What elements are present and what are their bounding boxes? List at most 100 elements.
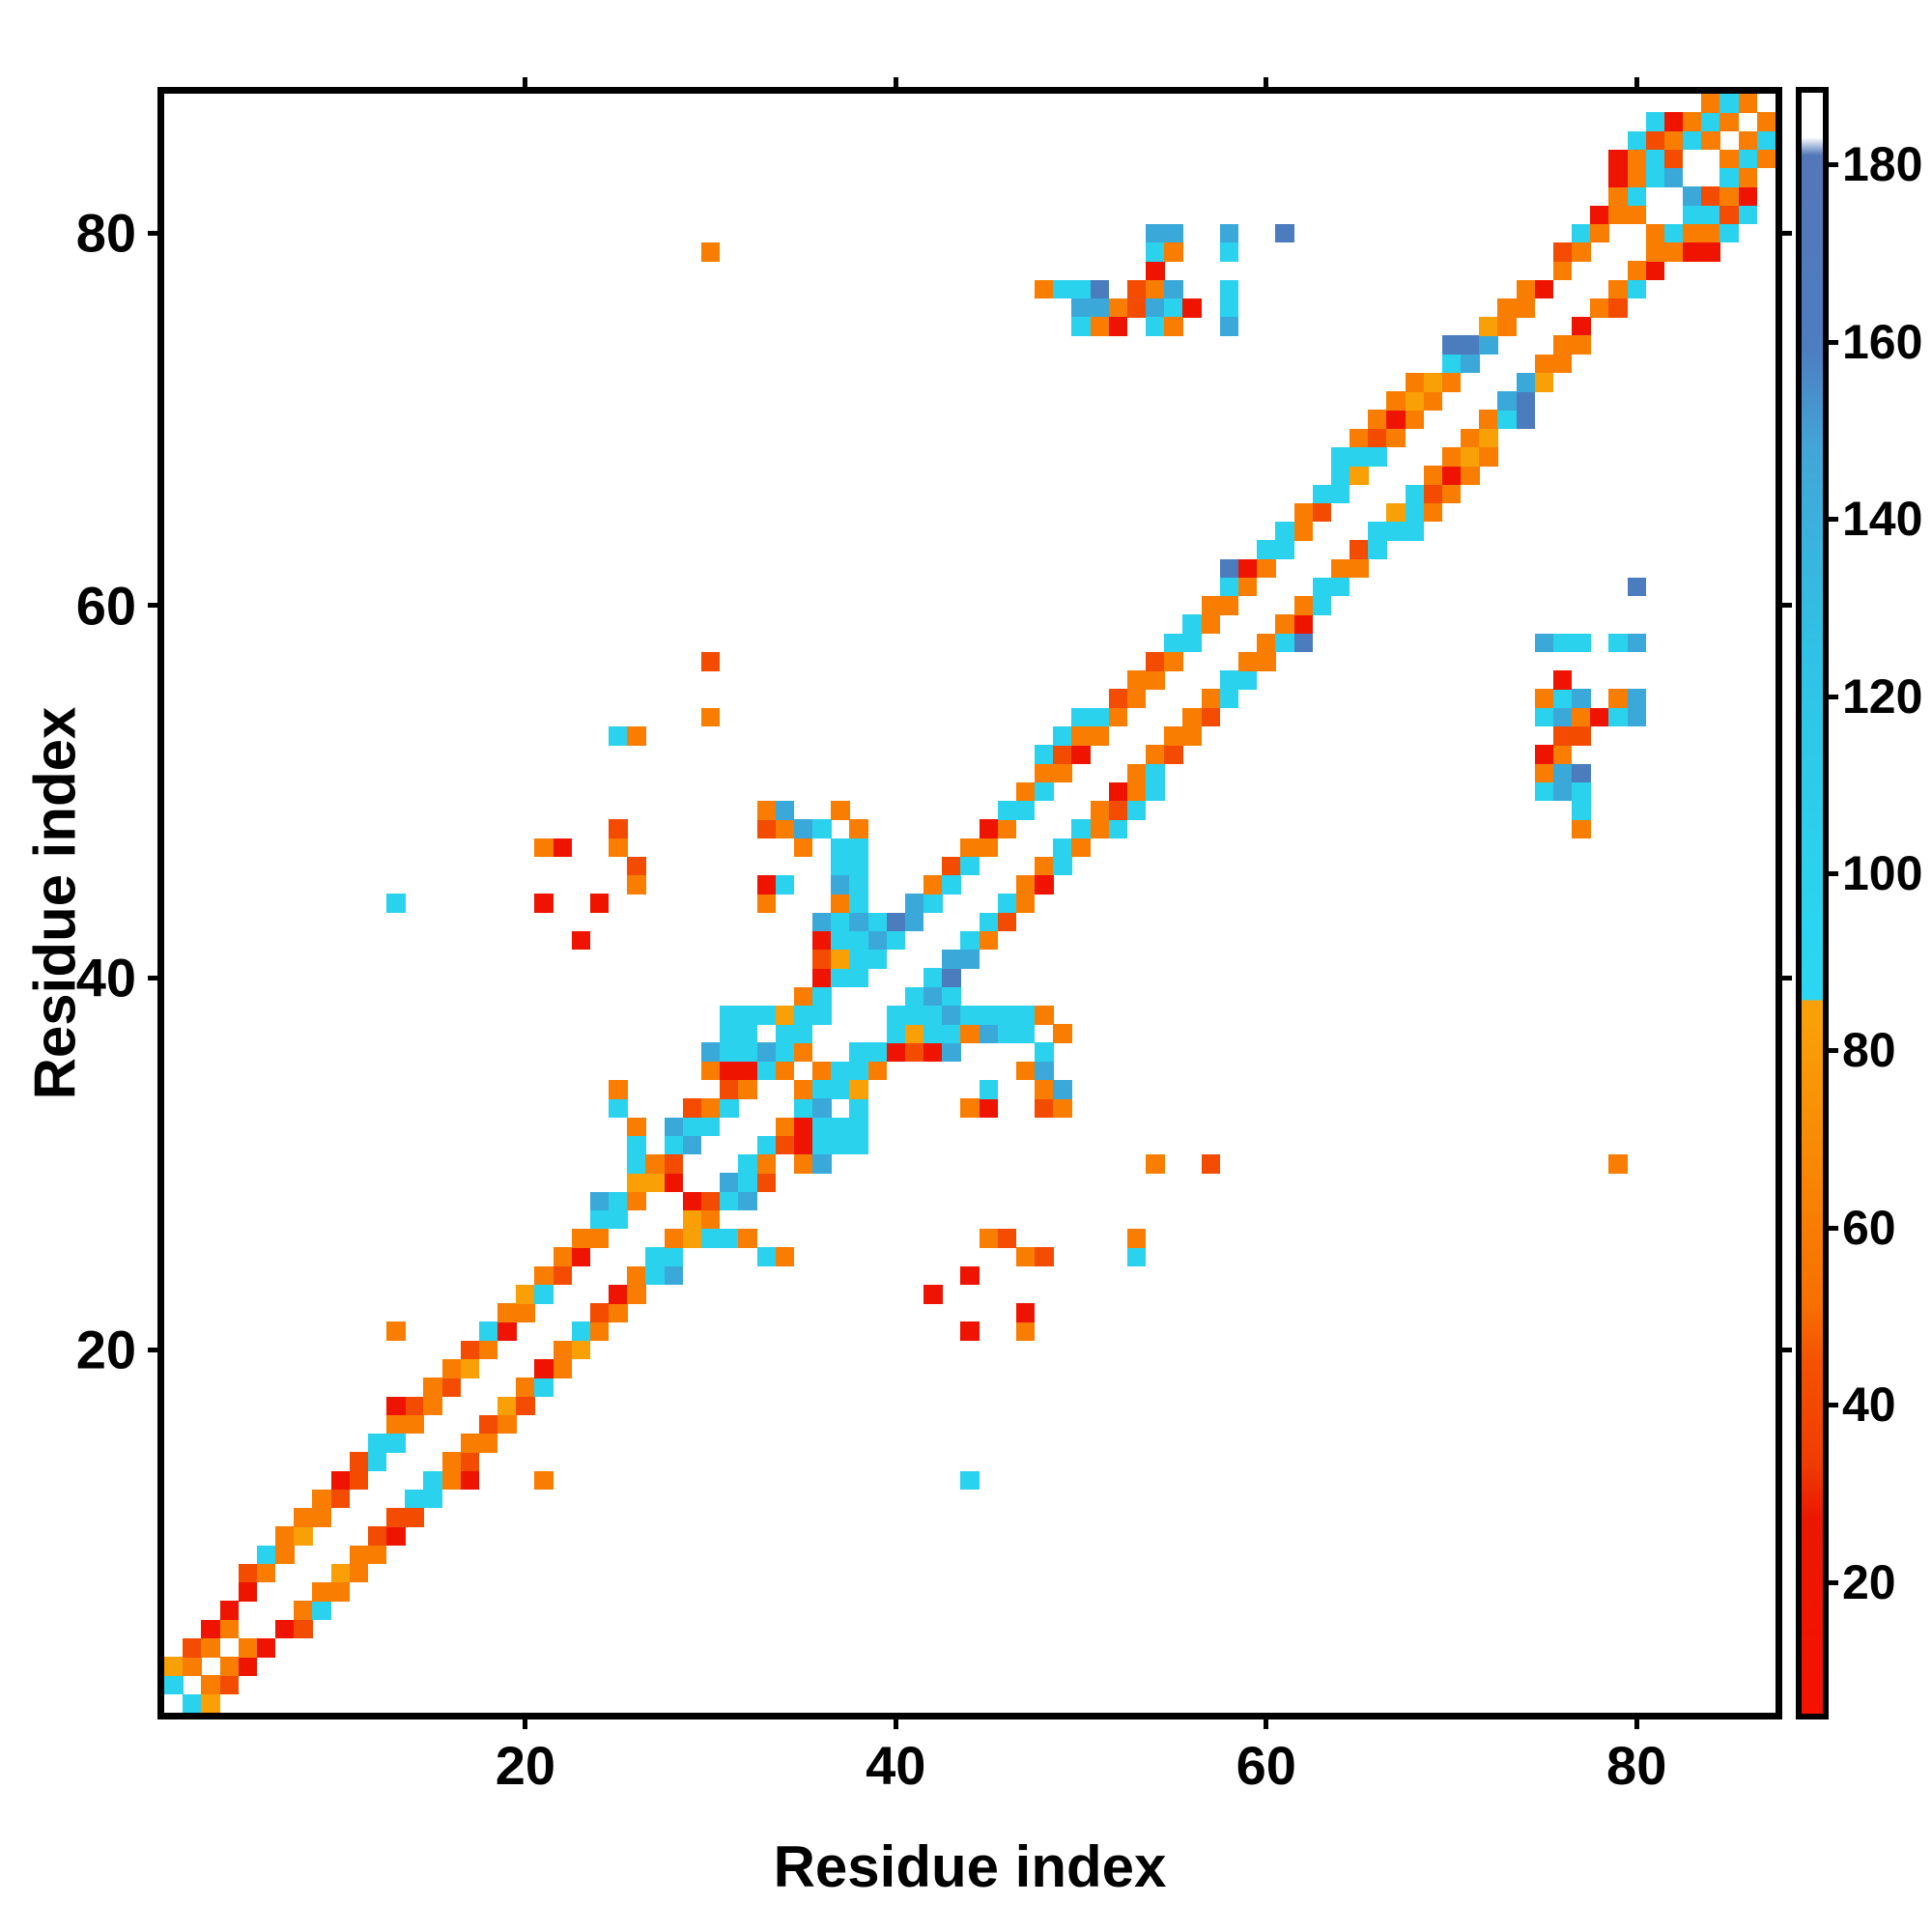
heatmap-cell — [423, 1489, 442, 1509]
heatmap-cell — [201, 1675, 220, 1695]
heatmap-cell — [312, 1601, 331, 1620]
heatmap-cell — [349, 1470, 369, 1491]
heatmap-cell — [664, 1154, 684, 1174]
colorbar-tick — [1825, 1579, 1838, 1585]
heatmap-cell — [700, 1209, 721, 1230]
heatmap-cell — [904, 1042, 924, 1063]
heatmap-cell — [720, 1191, 739, 1211]
heatmap-cell — [405, 1489, 424, 1509]
colorbar-tick — [1825, 162, 1838, 168]
heatmap-cell — [1146, 670, 1165, 690]
heatmap-cell — [386, 1321, 406, 1342]
heatmap-cell — [1572, 781, 1591, 802]
heatmap-cell — [793, 1135, 813, 1155]
heatmap-cell — [1108, 317, 1128, 336]
heatmap-cell — [219, 1675, 240, 1695]
heatmap-cell — [1293, 502, 1314, 523]
heatmap-cell — [1015, 1247, 1036, 1266]
heatmap-cell — [849, 894, 868, 913]
heatmap-cell — [775, 819, 795, 838]
heatmap-cell — [164, 1657, 184, 1676]
heatmap-cell — [256, 1563, 276, 1583]
heatmap-cell — [1756, 149, 1776, 169]
heatmap-cell — [1461, 466, 1480, 485]
heatmap-cell — [386, 894, 406, 913]
heatmap-cell — [738, 1061, 757, 1081]
heatmap-cell — [645, 1265, 665, 1286]
heatmap-cell — [1237, 651, 1258, 671]
heatmap-cell — [1516, 298, 1536, 318]
heatmap-cell — [775, 1135, 795, 1155]
heatmap-cell — [1108, 707, 1128, 727]
heatmap-cell — [1756, 130, 1776, 151]
heatmap-cell — [627, 725, 646, 746]
heatmap-cell — [1164, 651, 1183, 671]
heatmap-cell — [386, 1434, 406, 1453]
heatmap-cell — [589, 894, 610, 913]
heatmap-cell — [1219, 689, 1239, 709]
heatmap-cell — [1608, 707, 1628, 727]
heatmap-cell — [942, 1005, 961, 1025]
heatmap-cell — [1146, 763, 1165, 783]
heatmap-cell — [756, 801, 777, 820]
heatmap-cell — [1015, 1303, 1036, 1322]
heatmap-cell — [1275, 522, 1294, 541]
heatmap-cell — [1201, 1154, 1221, 1174]
heatmap-cell — [738, 1154, 757, 1174]
heatmap-cell — [793, 1117, 813, 1137]
heatmap-cell — [812, 1061, 832, 1081]
heatmap-cell — [1071, 279, 1091, 299]
heatmap-cell — [831, 838, 850, 858]
heatmap-cell — [812, 950, 832, 969]
heatmap-cell — [1608, 689, 1628, 709]
heatmap-cell — [1015, 1024, 1036, 1043]
heatmap-cell — [1090, 707, 1110, 727]
heatmap-cell — [904, 894, 924, 913]
heatmap-cell — [1552, 781, 1573, 802]
heatmap-cell — [812, 1154, 832, 1174]
heatmap-cell — [720, 1173, 739, 1192]
heatmap-cell — [1257, 540, 1276, 559]
heatmap-cell — [1312, 484, 1332, 504]
heatmap-cell — [812, 912, 832, 932]
heatmap-cell — [219, 1657, 240, 1676]
heatmap-cell — [756, 819, 777, 838]
heatmap-cell — [1071, 725, 1091, 746]
heatmap-cell — [831, 1135, 850, 1155]
heatmap-cell — [720, 1098, 739, 1118]
heatmap-cell — [1201, 707, 1221, 727]
heatmap-cell — [1663, 130, 1684, 151]
heatmap-cell — [812, 968, 832, 988]
heatmap-cell — [756, 875, 777, 895]
heatmap-cell — [1090, 317, 1110, 336]
x-axis-tick — [523, 77, 528, 94]
heatmap-cell — [1146, 242, 1165, 262]
heatmap-cell — [867, 912, 888, 932]
heatmap-cell — [1552, 689, 1573, 709]
heatmap-cell — [1164, 317, 1183, 336]
heatmap-cell — [831, 1061, 850, 1081]
heatmap-cell — [775, 1247, 795, 1266]
heatmap-cell — [1479, 447, 1498, 467]
heatmap-cell — [979, 838, 999, 858]
heatmap-cell — [1275, 633, 1294, 653]
heatmap-cell — [183, 1637, 202, 1658]
heatmap-cell — [1237, 577, 1258, 597]
heatmap-cell — [1126, 298, 1147, 318]
heatmap-cell — [1015, 894, 1036, 913]
heatmap-cell — [1627, 279, 1647, 299]
heatmap-cell — [997, 1005, 1017, 1025]
heatmap-cell — [534, 1284, 554, 1304]
heatmap-cell — [812, 1080, 832, 1099]
colorbar-tick — [1825, 1048, 1838, 1054]
heatmap-cell — [1572, 819, 1591, 838]
heatmap-cell — [1534, 745, 1554, 764]
heatmap-cell — [405, 1508, 424, 1527]
heatmap-cell — [979, 930, 999, 951]
heatmap-cell — [775, 1117, 795, 1137]
heatmap-cell — [571, 1247, 591, 1266]
heatmap-cell — [1368, 447, 1387, 467]
heatmap-cell — [1701, 94, 1720, 113]
heatmap-cell — [1015, 781, 1036, 802]
heatmap-cell — [1164, 745, 1183, 764]
